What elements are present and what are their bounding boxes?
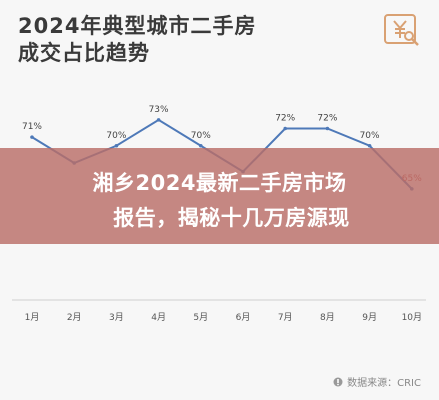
data-point <box>156 118 161 122</box>
x-tick-label: 10月 <box>402 312 422 323</box>
x-tick-label: 8月 <box>320 312 335 323</box>
line-chart: 71%70%73%70%72%72%70%65% 1月2月3月4月5月6月7月8… <box>12 105 426 323</box>
data-point <box>367 143 372 148</box>
data-point <box>30 135 34 139</box>
data-label: 73% <box>149 105 169 115</box>
data-point <box>325 126 330 131</box>
headline-banner: 湘乡2024最新二手房市场 报告，揭秘十几万房源现 <box>0 148 439 244</box>
headline-line2: 报告，揭秘十几万房源现 <box>113 206 350 230</box>
source-note: 数据来源：CRIC <box>333 374 421 389</box>
receipt-yen-icon <box>384 14 419 46</box>
headline-line1: 湘乡2024最新二手房市场 <box>92 171 347 195</box>
x-tick-label: 7月 <box>278 312 293 323</box>
x-tick-label: 9月 <box>362 312 377 323</box>
x-tick-label: 5月 <box>193 312 208 323</box>
x-tick-label: 6月 <box>236 312 251 323</box>
source-text: 数据来源：CRIC <box>347 378 421 389</box>
data-point <box>114 143 119 148</box>
data-label: 70% <box>191 131 211 141</box>
x-tick-label: 1月 <box>25 312 40 323</box>
x-tick-label: 2月 <box>67 312 82 323</box>
data-label: 71% <box>22 122 42 132</box>
data-label: 70% <box>360 131 380 141</box>
data-point <box>199 143 203 148</box>
x-tick-label: 3月 <box>109 312 124 323</box>
chart-title-line1: 2024年典型城市二手房 <box>18 14 257 38</box>
chart-title-line2: 成交占比趋势 <box>18 41 150 65</box>
data-label: 70% <box>106 131 126 141</box>
x-tick-label: 4月 <box>151 312 166 323</box>
data-point <box>283 126 288 131</box>
data-label: 72% <box>275 114 295 124</box>
data-label: 72% <box>317 114 337 124</box>
source-icon <box>333 377 343 386</box>
